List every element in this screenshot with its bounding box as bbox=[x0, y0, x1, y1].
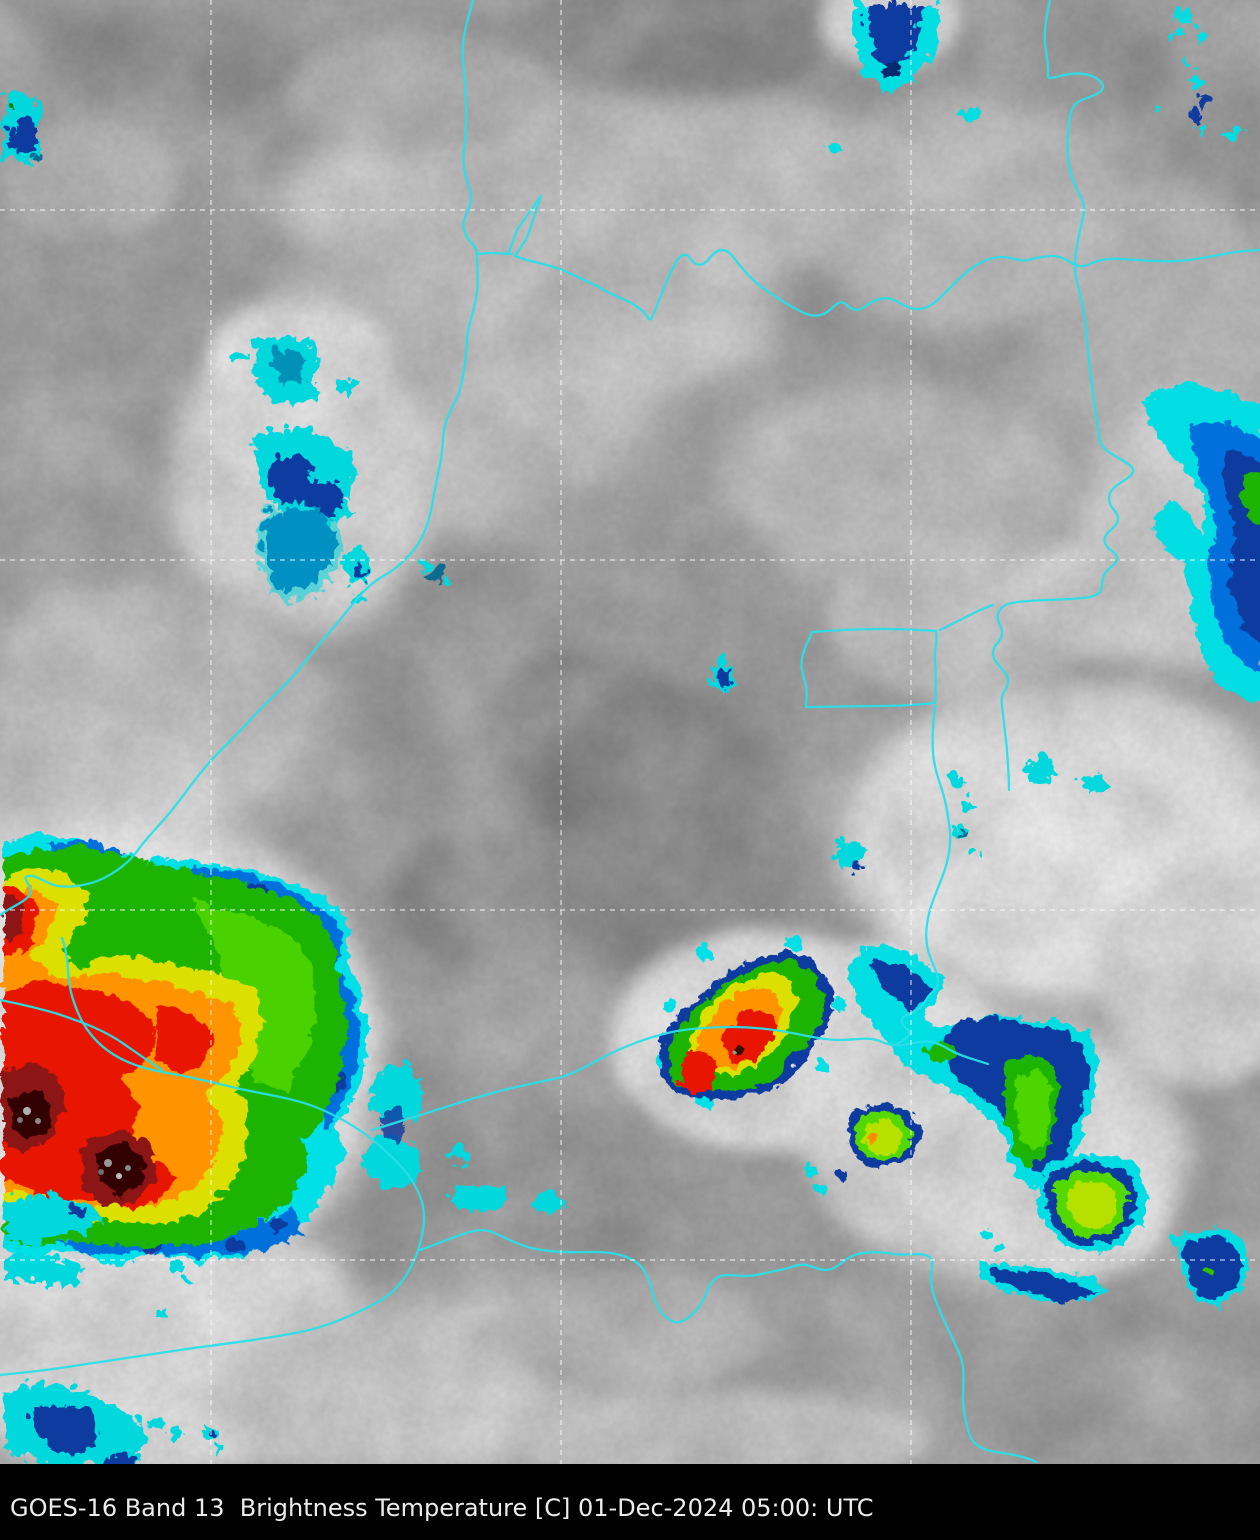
boundary-central-horizontal bbox=[370, 1025, 990, 1132]
boundary-hook bbox=[475, 194, 543, 258]
cold-cloud-top-right bbox=[819, 0, 1239, 149]
caption-bar: GOES-16 Band 13 Brightness Temperature [… bbox=[0, 1464, 1260, 1540]
caption-text: GOES-16 Band 13 Brightness Temperature [… bbox=[10, 1494, 874, 1522]
map-boundaries bbox=[0, 0, 1260, 1464]
boundary-northeast-river bbox=[991, 0, 1135, 792]
cold-cloud-patches-southwest bbox=[0, 1188, 220, 1463]
overshooting-top-speckles bbox=[17, 1107, 131, 1179]
cold-cloud-small-specks bbox=[706, 656, 1104, 867]
boundary-west-river bbox=[0, 0, 480, 917]
storm-east-fringe-patches bbox=[356, 1060, 559, 1207]
convective-storm-southwest bbox=[0, 832, 366, 1262]
cold-cloud-patches-northwest bbox=[0, 85, 446, 598]
boundary-rect-connector bbox=[938, 603, 995, 632]
satellite-image bbox=[0, 0, 1260, 1464]
boundary-state-rectangle bbox=[800, 627, 938, 709]
latlon-gridlines bbox=[0, 0, 1260, 1464]
boundary-rect-south bbox=[894, 704, 952, 1046]
boundary-south bbox=[418, 1228, 1038, 1464]
convective-cluster-southeast bbox=[802, 940, 1246, 1305]
boundary-west-river-south bbox=[0, 936, 425, 1377]
convective-cell-center bbox=[651, 932, 843, 1106]
boundary-through-storm bbox=[0, 998, 164, 1072]
cold-cloud-right-edge bbox=[1142, 380, 1260, 700]
